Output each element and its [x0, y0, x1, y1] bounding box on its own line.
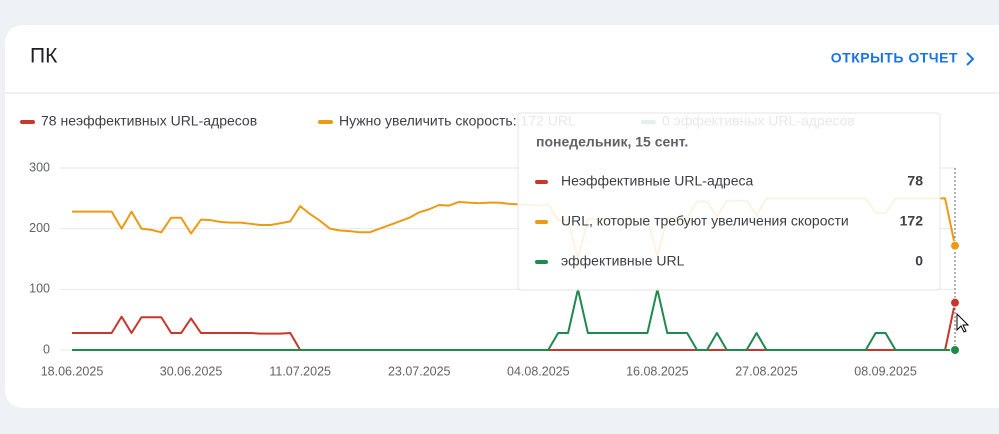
tooltip-value: 172: [900, 213, 924, 229]
y-tick-label: 200: [29, 221, 50, 235]
y-tick-label: 300: [29, 160, 50, 174]
open-report-link[interactable]: ОТКРЫТЬ ОТЧЕТ: [831, 50, 958, 66]
x-tick-label: 27.08.2025: [735, 364, 798, 378]
card-title: ПК: [30, 45, 58, 68]
tooltip-value: 78: [907, 173, 923, 189]
x-tick-label: 16.08.2025: [626, 364, 689, 378]
y-tick-label: 0: [43, 342, 50, 356]
cursor-icon: [956, 312, 970, 333]
hover-point: [950, 297, 960, 308]
tooltip-box: [517, 112, 941, 291]
x-tick-label: 08.09.2025: [854, 364, 917, 378]
series-line: [72, 288, 955, 351]
hover-point: [950, 240, 960, 251]
x-tick-label: 23.07.2025: [388, 364, 451, 378]
tooltip-label: эффективные URL: [561, 253, 685, 269]
tooltip-value: 0: [915, 253, 923, 269]
x-tick-label: 18.06.2025: [41, 364, 104, 378]
x-tick-label: 11.07.2025: [269, 364, 331, 378]
tooltip-title: понедельник, 15 сент.: [536, 134, 688, 150]
chevron-icon[interactable]: [966, 52, 975, 66]
x-tick-label: 04.08.2025: [507, 364, 570, 378]
tooltip: понедельник, 15 сент. Неэффективные URL-…: [517, 112, 941, 291]
hover-point: [950, 345, 960, 355]
tooltip-label: URL, которые требуют увеличения скорости: [561, 213, 849, 229]
tooltip-label: Неэффективные URL-адреса: [561, 173, 753, 189]
legend-label: Нужно увеличить скорость: 172 URL: [339, 113, 576, 129]
legend-label: 78 неэффективных URL-адресов: [41, 113, 257, 129]
y-tick-label: 100: [29, 282, 50, 296]
x-tick-label: 30.06.2025: [160, 364, 223, 378]
